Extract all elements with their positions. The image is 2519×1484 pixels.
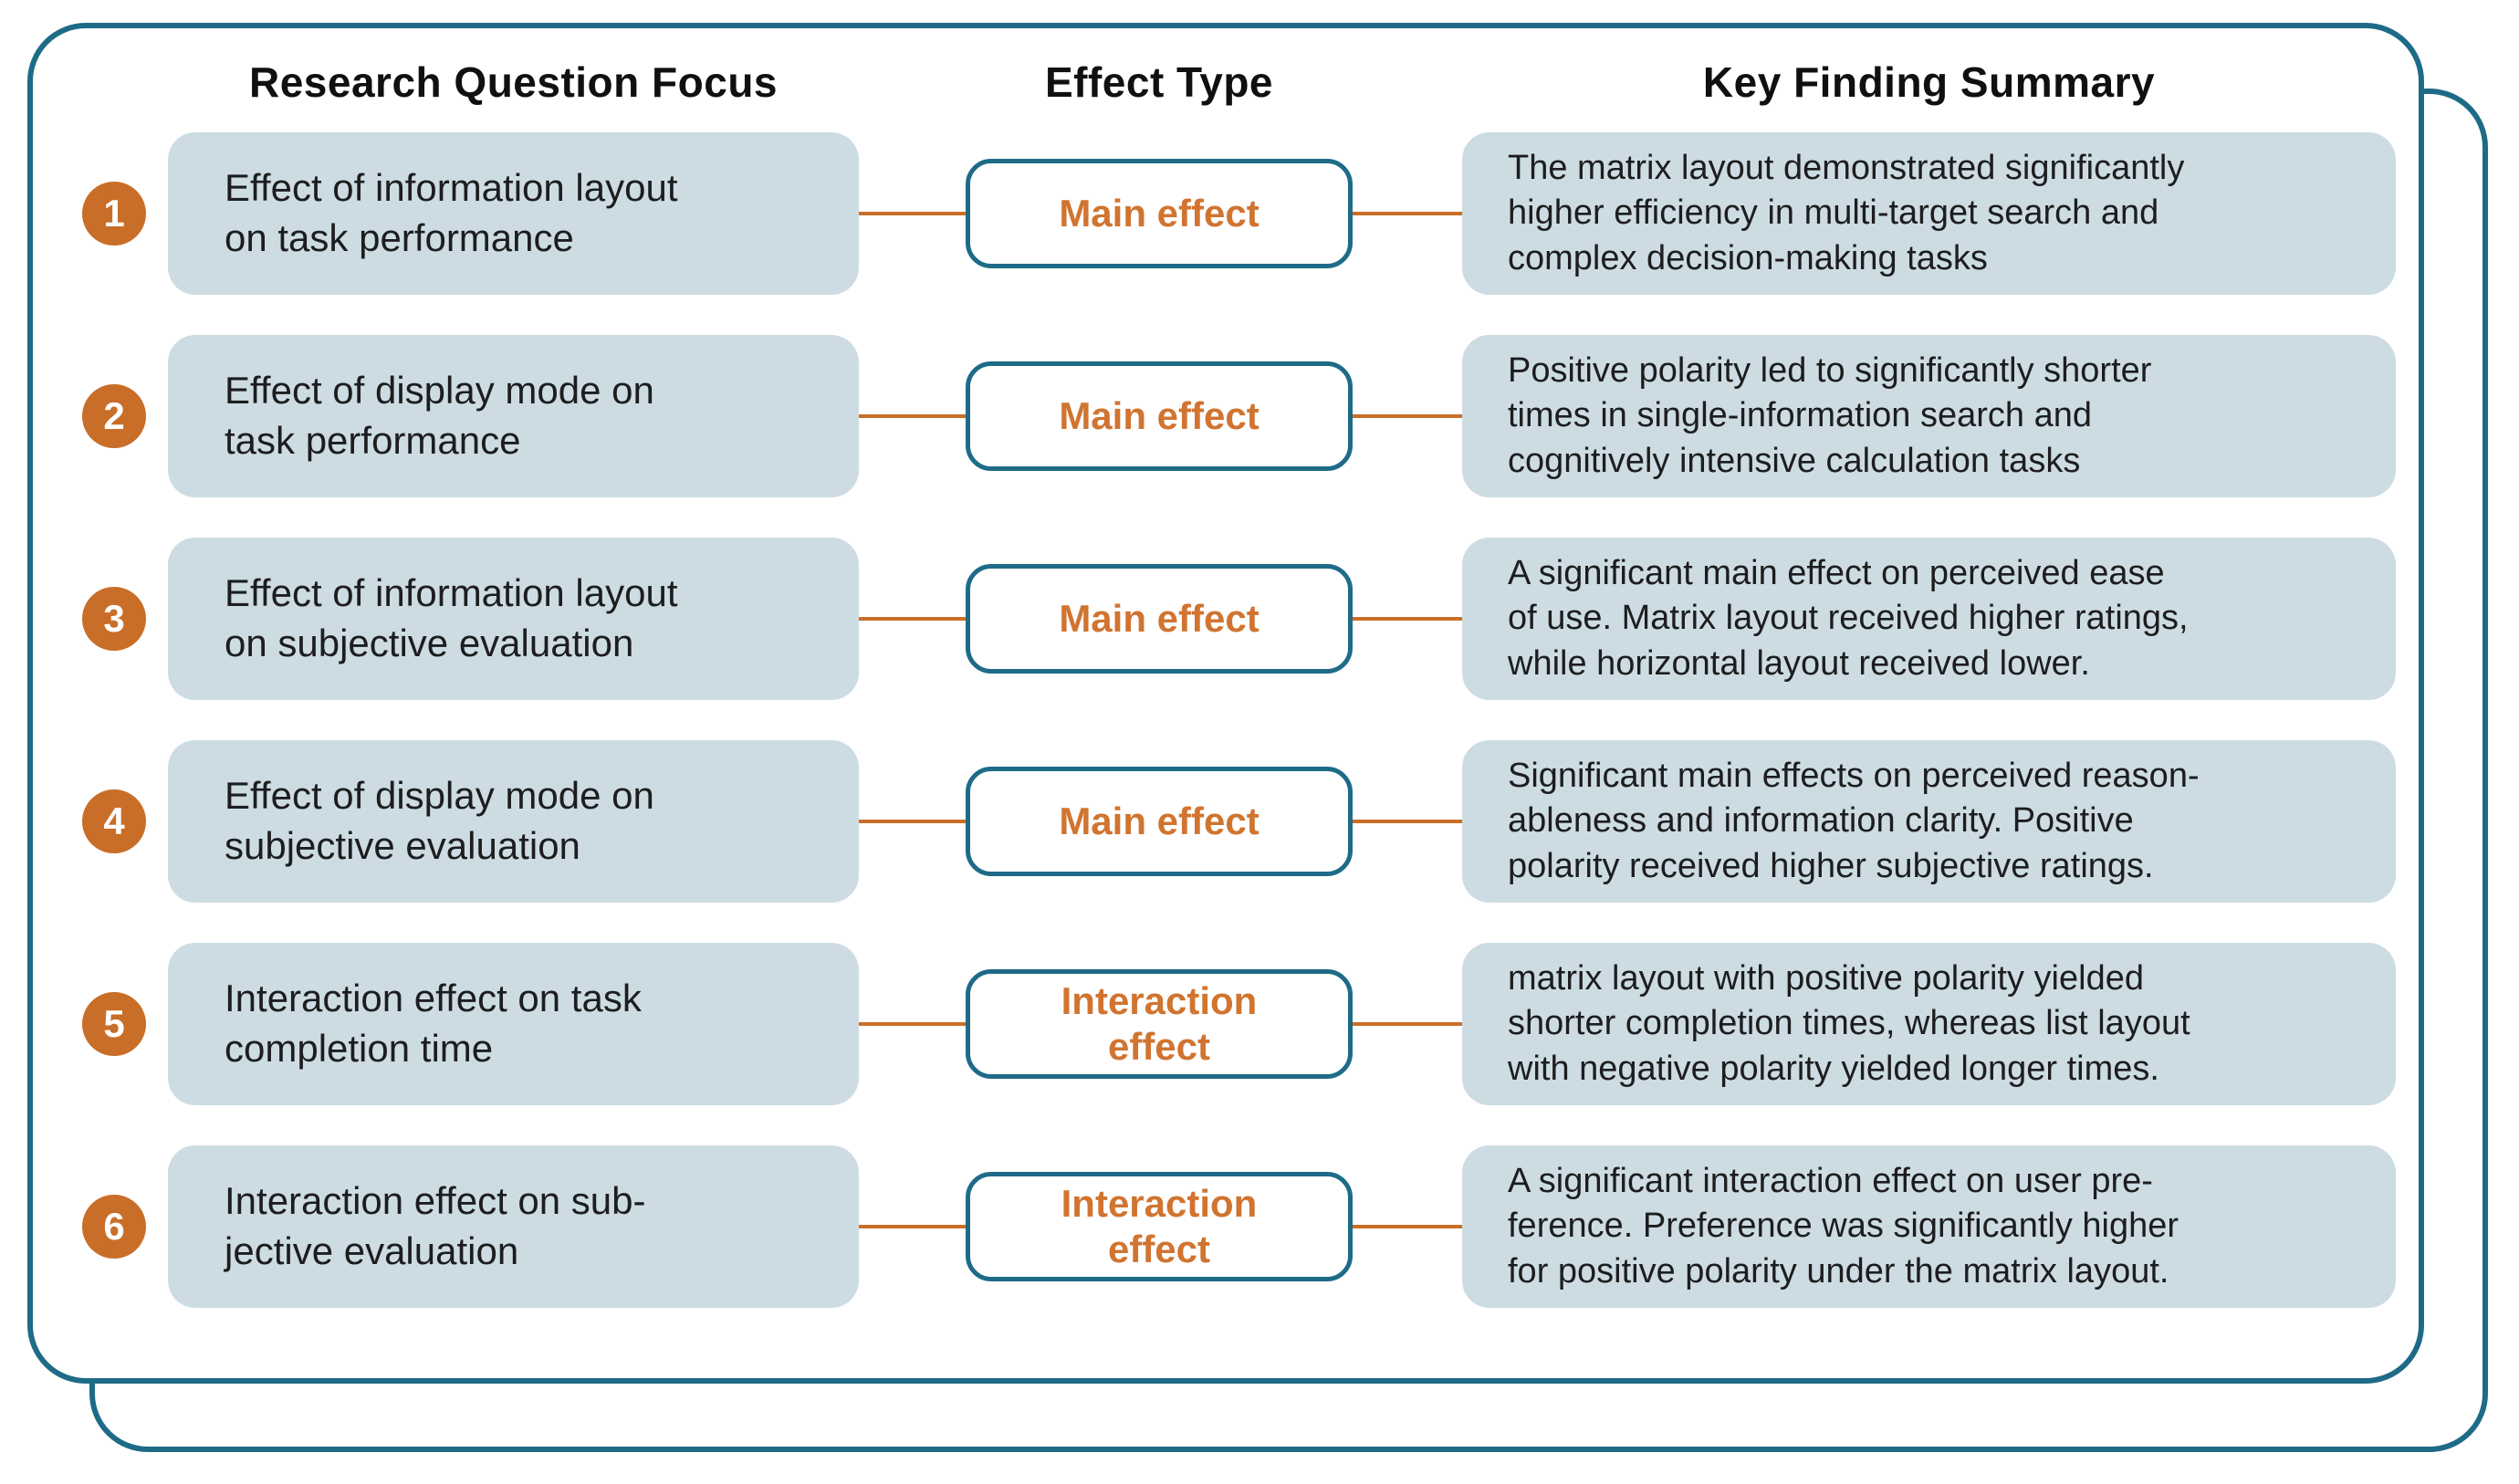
row-number-badge: 1 — [82, 182, 146, 246]
row-number-badge: 2 — [82, 384, 146, 448]
main-panel: Research Question Focus Effect Type Key … — [27, 23, 2424, 1384]
header-key-finding-summary: Key Finding Summary — [1702, 58, 2156, 106]
effect-type-box: Main effect — [966, 767, 1353, 876]
key-finding-text: A significant main effect on perceived e… — [1508, 553, 2189, 683]
effect-type-label: Main effect — [1059, 394, 1260, 438]
header-research-question-focus: Research Question Focus — [249, 58, 778, 106]
research-question-text: Effect of information layout on subjecti… — [225, 571, 678, 664]
connector-line — [1353, 414, 1462, 418]
header-effect-type: Effect Type — [1044, 58, 1274, 106]
key-finding-box: The matrix layout demonstrated significa… — [1462, 132, 2396, 295]
effect-type-label: Interaction effect — [1061, 1182, 1258, 1270]
column-headers: Research Question Focus Effect Type Key … — [33, 52, 2419, 112]
rows-container: 1 Effect of information layout on task p… — [33, 132, 2419, 1308]
key-finding-box: Significant main effects on perceived re… — [1462, 740, 2396, 903]
connector-line — [1353, 617, 1462, 621]
research-question-text: Effect of display mode on task performan… — [225, 369, 654, 462]
key-finding-text: Significant main effects on perceived re… — [1508, 756, 2200, 885]
effect-type-label: Main effect — [1059, 597, 1260, 641]
connector-line — [859, 414, 966, 418]
research-question-text: Interaction effect on sub- jective evalu… — [225, 1179, 646, 1272]
effect-type-label: Main effect — [1059, 799, 1260, 843]
research-question-box: Effect of display mode on task performan… — [168, 335, 859, 497]
effect-type-box: Main effect — [966, 564, 1353, 674]
key-finding-text: matrix layout with positive polarity yie… — [1508, 958, 2190, 1088]
row-6: 6 Interaction effect on sub- jective eva… — [33, 1145, 2419, 1308]
effect-type-box: Interaction effect — [966, 969, 1353, 1079]
row-3: 3 Effect of information layout on subjec… — [33, 538, 2419, 700]
row-4: 4 Effect of display mode on subjective e… — [33, 740, 2419, 903]
research-question-text: Interaction effect on task completion ti… — [225, 977, 642, 1070]
row-number-badge: 5 — [82, 992, 146, 1056]
research-question-box: Interaction effect on sub- jective evalu… — [168, 1145, 859, 1308]
connector-line — [1353, 1022, 1462, 1026]
effect-type-label: Main effect — [1059, 192, 1260, 235]
key-finding-box: Positive polarity led to significantly s… — [1462, 335, 2396, 497]
connector-line — [1353, 820, 1462, 823]
key-finding-text: A significant interaction effect on user… — [1508, 1161, 2179, 1291]
effect-type-box: Main effect — [966, 361, 1353, 471]
key-finding-text: The matrix layout demonstrated significa… — [1508, 148, 2185, 277]
row-number-badge: 4 — [82, 789, 146, 853]
effect-type-box: Interaction effect — [966, 1172, 1353, 1281]
connector-line — [859, 820, 966, 823]
research-question-text: Effect of information layout on task per… — [225, 166, 678, 259]
effect-type-box: Main effect — [966, 159, 1353, 268]
connector-line — [859, 1022, 966, 1026]
research-question-box: Interaction effect on task completion ti… — [168, 943, 859, 1105]
row-2: 2 Effect of display mode on task perform… — [33, 335, 2419, 497]
connector-line — [1353, 1225, 1462, 1228]
key-finding-box: A significant main effect on perceived e… — [1462, 538, 2396, 700]
row-5: 5 Interaction effect on task completion … — [33, 943, 2419, 1105]
research-question-text: Effect of display mode on subjective eva… — [225, 774, 654, 867]
key-finding-box: A significant interaction effect on user… — [1462, 1145, 2396, 1308]
effect-type-label: Interaction effect — [1061, 979, 1258, 1068]
row-number-badge: 3 — [82, 587, 146, 651]
connector-line — [859, 1225, 966, 1228]
research-question-box: Effect of information layout on subjecti… — [168, 538, 859, 700]
connector-line — [859, 617, 966, 621]
row-1: 1 Effect of information layout on task p… — [33, 132, 2419, 295]
research-question-box: Effect of information layout on task per… — [168, 132, 859, 295]
key-finding-text: Positive polarity led to significantly s… — [1508, 350, 2152, 480]
row-number-badge: 6 — [82, 1195, 146, 1259]
connector-line — [859, 212, 966, 215]
connector-line — [1353, 212, 1462, 215]
key-finding-box: matrix layout with positive polarity yie… — [1462, 943, 2396, 1105]
research-question-box: Effect of display mode on subjective eva… — [168, 740, 859, 903]
